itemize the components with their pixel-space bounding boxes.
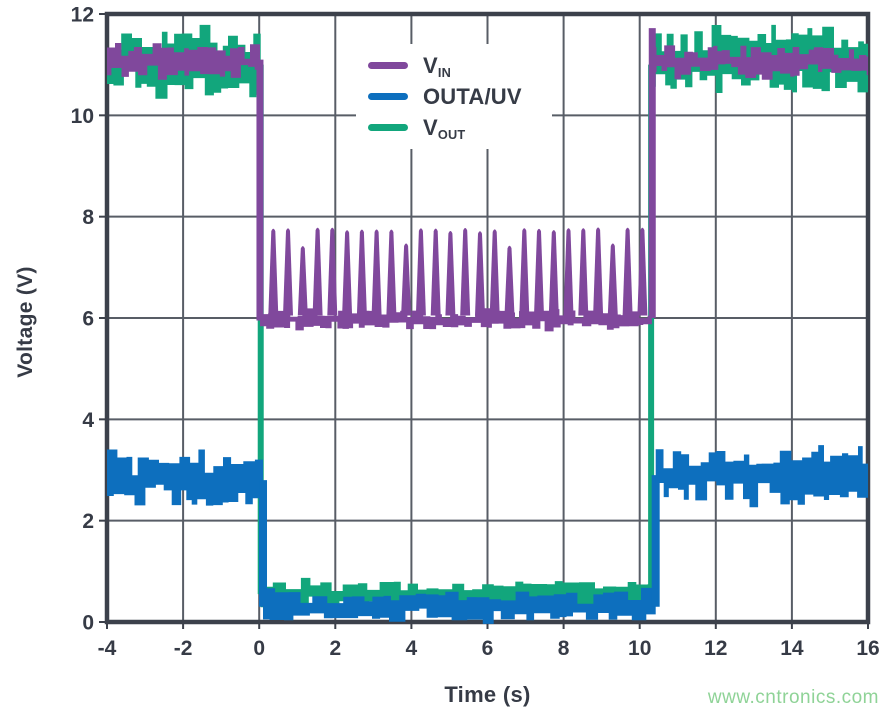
noise-band xyxy=(107,43,260,80)
switching-spike xyxy=(327,227,338,316)
legend-label-vin: VIN xyxy=(423,52,452,80)
x-tick-label: 14 xyxy=(780,637,804,660)
switching-spike xyxy=(312,227,323,316)
x-tick-label: 10 xyxy=(628,637,651,660)
x-axis-title: Time (s) xyxy=(444,682,531,707)
switching-spike xyxy=(563,228,574,316)
switching-spike xyxy=(519,228,530,316)
y-tick-label: 10 xyxy=(71,105,94,128)
x-tick-label: 4 xyxy=(406,637,418,660)
y-tick-label: 0 xyxy=(82,612,94,635)
switching-spike xyxy=(504,245,515,316)
x-tick-label: 8 xyxy=(558,637,570,660)
switching-spike xyxy=(297,246,308,316)
noise-band xyxy=(652,45,868,80)
switching-spike xyxy=(534,228,544,316)
legend-entry-vout: VOUT xyxy=(368,112,552,143)
legend-swatch-vin xyxy=(368,62,408,69)
noise-band xyxy=(107,449,263,506)
switching-spike xyxy=(268,228,279,316)
switching-spike xyxy=(475,231,485,316)
switching-spike xyxy=(622,227,633,316)
legend-swatch-outauv xyxy=(368,93,408,100)
watermark: www.cntronics.com xyxy=(707,687,879,708)
x-tick-label: 0 xyxy=(253,637,265,660)
legend-swatch-vout xyxy=(368,124,408,131)
switching-spike xyxy=(430,228,441,316)
tick-labels: -4 -2 0 2 4 6 8 10 12 14 16 0 2 4 6 8 10 12 xyxy=(71,4,880,661)
y-tick-label: 12 xyxy=(71,4,94,27)
noise-band xyxy=(263,587,656,624)
y-tick-label: 6 xyxy=(82,308,94,331)
x-tick-label: 2 xyxy=(329,637,341,660)
switching-spike xyxy=(386,229,397,316)
switching-spike xyxy=(607,243,618,316)
x-tick-label: 16 xyxy=(856,637,879,660)
y-tick-label: 8 xyxy=(82,206,94,229)
x-tick-label: -4 xyxy=(98,637,117,660)
switching-spike xyxy=(342,230,353,316)
series-traces xyxy=(107,24,868,624)
legend-entry-outauv: OUTA/UV xyxy=(368,81,552,112)
trace-outa-uv xyxy=(107,445,868,624)
chart-legend: VIN OUTA/UV VOUT xyxy=(356,44,552,149)
switching-spike xyxy=(593,227,604,316)
y-axis-title: Voltage (V) xyxy=(14,266,37,378)
legend-entry-vin: VIN xyxy=(368,50,552,81)
y-tick-label: 2 xyxy=(82,510,94,533)
noise-band xyxy=(655,445,868,508)
switching-spike xyxy=(356,229,367,316)
switching-spike xyxy=(460,228,471,316)
trace-v-in xyxy=(107,28,868,332)
x-tick-label: 6 xyxy=(482,637,494,660)
legend-label-outauv: OUTA/UV xyxy=(423,83,522,109)
switching-spike xyxy=(415,228,426,316)
legend-label-vout: VOUT xyxy=(423,114,466,142)
x-tick-label: -2 xyxy=(174,637,193,660)
y-tick-label: 4 xyxy=(82,409,94,432)
switching-spike xyxy=(283,228,293,316)
switching-spike xyxy=(637,227,648,316)
switching-spike xyxy=(371,229,382,316)
switching-spike xyxy=(548,230,559,316)
switching-spike xyxy=(489,229,500,316)
switching-spike xyxy=(445,231,456,316)
switching-spike xyxy=(401,243,412,316)
switching-spike xyxy=(578,228,589,316)
x-tick-label: 12 xyxy=(704,637,727,660)
